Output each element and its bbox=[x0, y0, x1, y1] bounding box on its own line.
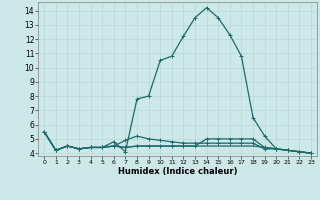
X-axis label: Humidex (Indice chaleur): Humidex (Indice chaleur) bbox=[118, 167, 237, 176]
